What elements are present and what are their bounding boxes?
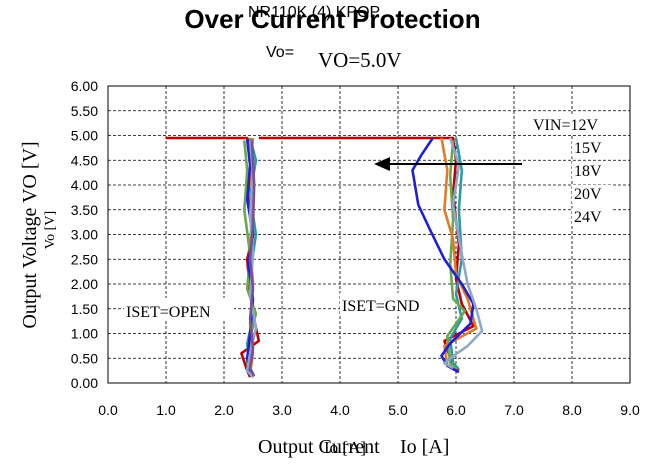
plot-frame	[107, 85, 631, 384]
y-tick-label-8: 4.00	[71, 177, 98, 193]
x-axis-label-overlap: Io [A]	[324, 438, 367, 457]
legend-label-bg-2	[572, 162, 612, 180]
y-tick-label-9: 4.50	[71, 152, 98, 168]
y-tick-label-3: 1.50	[71, 301, 98, 317]
x-tick-labels: 0.0 1.0 2.0 3.0 4.0 5.0 6.0 7.0 8.0 9.0	[98, 402, 640, 418]
legend-label-2: 18V	[574, 163, 602, 180]
legend-label-bg-3	[572, 185, 612, 203]
x-tick-label-8: 8.0	[562, 402, 582, 418]
legend-label-bg-1	[572, 139, 612, 157]
legend-label-3: 20V	[574, 186, 602, 203]
x-tick-label-5: 5.0	[388, 402, 408, 418]
x-tick-label-6: 6.0	[446, 402, 466, 418]
series-5-gnd-line	[443, 137, 484, 370]
series-5-open-line	[245, 140, 258, 378]
chart-subtitle-vo-short: Vo=	[266, 44, 295, 61]
y-axis-label: Output Voltage VO [V] Vo [V]	[19, 141, 58, 328]
iset-gnd-bg	[340, 293, 440, 315]
y-tick-label-0: 0.00	[71, 375, 98, 391]
series-1-gnd-line	[448, 137, 464, 371]
x-tick-label-9: 9.0	[620, 402, 640, 418]
y-tick-label-1: 0.50	[71, 350, 98, 366]
x-tick-label-7: 7.0	[504, 402, 524, 418]
series-4-gnd-line	[411, 137, 475, 374]
annotations: ISET=OPEN ISET=GND VIN=12V 15V 18V 20V 24V	[124, 116, 612, 321]
legend-label-bg-0	[531, 116, 611, 134]
y-axis-label-group: Output Voltage VO [V] Vo [V]	[19, 141, 58, 328]
iset-gnd-label: ISET=GND	[342, 298, 419, 315]
x-axis-label-main: Output Current	[258, 436, 380, 458]
chart-subtitle-overlap: NR110K (4) KPOP	[248, 4, 381, 21]
x-axis-label-unit: Io [A]	[400, 436, 450, 458]
x-tick-label-2: 2.0	[214, 402, 234, 418]
x-tick-label-4: 4.0	[330, 402, 350, 418]
series-4-open-line	[245, 139, 255, 376]
y-tick-label-6: 3.00	[71, 227, 98, 243]
legend-label-bg-4	[572, 208, 612, 226]
x-tick-label-0: 0.0	[98, 402, 118, 418]
y-tick-label-12: 6.00	[71, 78, 98, 94]
y-axis-label-main: Output Voltage VO [V]	[19, 141, 41, 328]
chart-title: Over Current Protection	[184, 4, 481, 34]
y-tick-label-5: 2.50	[71, 251, 98, 267]
legend-label-0: VIN=12V	[533, 117, 598, 134]
series-6-open-line	[248, 140, 256, 377]
y-tick-label-7: 3.50	[71, 202, 98, 218]
y-axis-label-overlap: Vo [V]	[43, 211, 58, 249]
y-tick-label-10: 5.00	[71, 128, 98, 144]
series-0-open-line	[166, 136, 261, 378]
y-tick-label-2: 1.00	[71, 326, 98, 342]
x-tick-label-3: 3.0	[272, 402, 292, 418]
chart-subtitle-vo: VO=5.0V	[318, 48, 402, 72]
series-2-gnd-line	[446, 140, 466, 371]
x-tick-label-1: 1.0	[156, 402, 176, 418]
iset-open-bg	[124, 298, 234, 320]
y-tick-label-11: 5.50	[71, 103, 98, 119]
y-tick-labels: 0.00 0.50 1.00 1.50 2.00 2.50 3.00 3.50 4.00 4.50…	[71, 78, 98, 391]
y-tick-label-4: 2.00	[71, 276, 98, 292]
iset-open-label: ISET=OPEN	[126, 304, 211, 321]
legend-label-1: 15V	[574, 140, 602, 157]
series-layer	[166, 136, 484, 378]
direction-arrow-head	[374, 157, 390, 171]
legend-label-4: 24V	[574, 209, 602, 226]
